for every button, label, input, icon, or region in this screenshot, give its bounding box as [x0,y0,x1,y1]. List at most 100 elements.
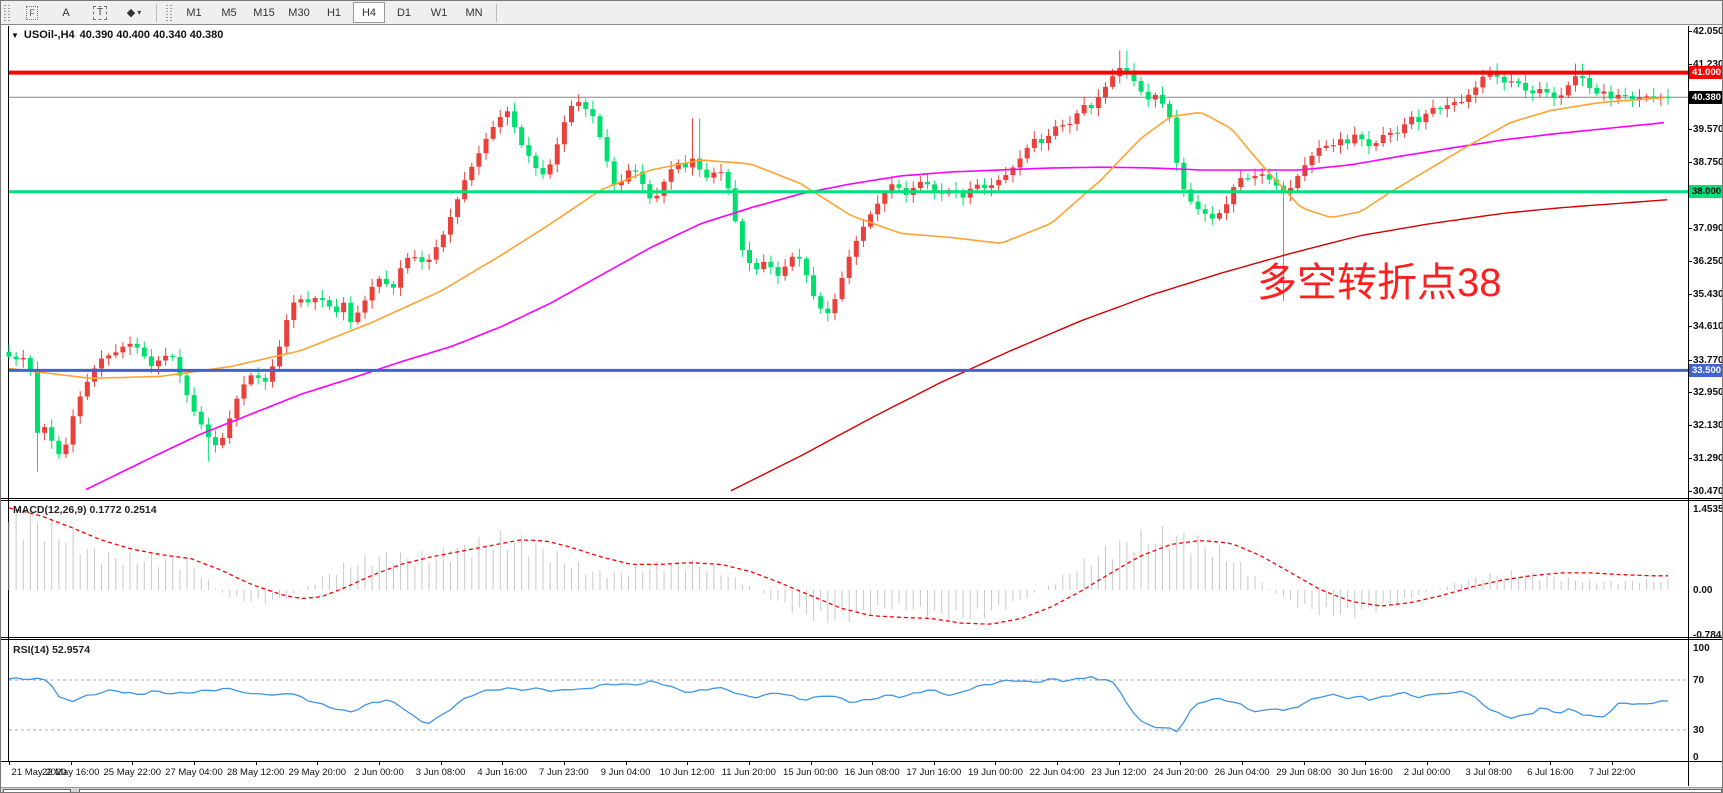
time-tick-mark [625,761,627,765]
timeframe-w1[interactable]: W1 [430,6,448,19]
price-badge: 38.000 [1689,185,1722,199]
price-tick-label: 33.770 [1693,354,1723,366]
time-tick-mark [70,761,72,765]
price-tick-mark [1688,293,1692,295]
text-label-icon[interactable]: T [84,2,116,23]
timeframe-mn[interactable]: MN [465,6,483,19]
price-tick-mark [1688,162,1692,163]
price-tick-mark [1688,227,1692,229]
macd-indicator-label: MACD(12,26,9) 0.1772 0.2514 [13,504,157,516]
price-tick-label: 31.290 [1693,453,1723,465]
chevron-down-icon[interactable]: ▼ [11,30,19,40]
time-axis-label: 11 Jun 20:00 [721,767,776,778]
time-tick-mark [687,761,689,765]
chart-tab-2[interactable] [79,789,1722,792]
trend-annotation[interactable]: 多空转折点38 [1257,261,1502,305]
rsi-axis-label: 30 [1693,725,1705,736]
time-tick-mark [1118,761,1120,765]
time-tick-mark [1242,761,1244,765]
time-axis-label: 7 Jul 22:00 [1588,767,1636,778]
time-tick-mark [1303,761,1305,765]
price-tick-label: 30.470 [1693,485,1723,497]
toolbar: F A T ◆ ▾ M1 M5 M15 M30 H1 H4 D1 W1 MN [1,1,1722,25]
toolbar-grip-2[interactable] [166,4,173,21]
chart-tab[interactable] [3,789,71,792]
price-badge: 41.000 [1689,66,1722,80]
time-axis-label: 25 May 22:00 [103,767,162,778]
timeframe-m5[interactable]: M5 [221,6,237,19]
time-axis-label: 2 Jun 00:00 [354,767,404,778]
time-tick-mark [9,761,10,765]
price-tick-label: 36.250 [1693,256,1723,268]
chart-title: ▼ USOil-,H4 40.390 40.400 40.340 40.380 [11,29,223,41]
time-axis-label: 16 Jun 08:00 [844,767,900,778]
chart-window-glyph: F [26,5,38,20]
time-tick-mark [748,761,750,765]
chevron-down-icon: ▾ [137,8,142,17]
price-badge: 40.380 [1689,90,1722,104]
font-glyph: A [62,6,70,19]
time-axis-label: 7 Jun 23:00 [539,767,589,778]
price-tick-mark [1688,261,1692,263]
symbol-label: USOil-,H4 [23,29,75,41]
time-tick-mark [317,761,319,765]
price-axis-border [1688,26,1689,786]
price-tick-label: 35.430 [1693,288,1723,300]
time-axis-label: 9 Jun 04:00 [600,767,651,778]
time-tick-mark [563,761,565,765]
time-axis-label: 24 Jun 20:00 [1152,767,1208,778]
time-tick-mark [440,761,442,765]
timeframe-h4[interactable]: H4 [353,2,385,23]
price-tick-label: 32.130 [1693,419,1723,431]
price-tick-mark [1688,63,1692,65]
time-tick-mark [1427,761,1429,765]
timeframe-d1[interactable]: D1 [396,6,412,19]
font-icon[interactable]: A [50,2,82,23]
time-tick-mark [933,761,935,765]
time-axis-label: 4 Jun 16:00 [477,767,528,778]
time-axis-label: 29 May 20:00 [288,767,347,778]
time-axis-label: 26 Jun 04:00 [1214,767,1270,778]
timeframe-m1[interactable]: M1 [186,6,202,19]
time-tick-mark [378,761,380,765]
plot-left-border [8,26,9,761]
macd-axis-label: 1.4535 [1693,504,1723,515]
time-axis-label: 2 Jul 00:00 [1403,767,1451,778]
time-tick-mark [132,761,134,765]
rsi-axis-label: 70 [1693,675,1705,686]
price-tick-label: 32.950 [1693,387,1723,399]
panel-divider-macd[interactable] [1,498,1722,501]
text-label-glyph: T [92,5,108,20]
price-tick-mark [1688,31,1692,32]
time-tick-mark [502,761,504,765]
rsi-axis-label: 0 [1693,752,1699,763]
price-tick-mark [1688,424,1692,426]
time-axis-label: 28 May 12:00 [226,767,285,778]
timeframe-m30[interactable]: M30 [288,6,310,19]
time-axis-line [1,761,1722,762]
price-tick-label: 39.570 [1693,124,1723,136]
draw-tools-icon[interactable]: ◆ ▾ [118,2,150,23]
chart-window-icon[interactable]: F [16,2,48,23]
time-tick-mark [995,761,997,765]
time-tick-mark [1488,761,1490,765]
toolbar-grip[interactable] [4,4,11,21]
panel-divider-rsi[interactable] [1,637,1722,640]
time-tick-mark [255,761,257,765]
price-tick-mark [1688,326,1692,328]
macd-axis-label: -0.7845 [1693,629,1722,641]
timeframe-m15[interactable]: M15 [253,6,275,19]
price-tick-label: 38.750 [1693,157,1723,168]
time-axis-label: 6 Jul 16:00 [1527,767,1574,778]
time-tick-mark [193,761,195,765]
rsi-indicator-label: RSI(14) 52.9574 [13,644,91,656]
time-tick-mark [1180,761,1182,765]
time-tick-mark [810,761,812,765]
toolbar-separator [156,3,157,22]
price-tick-mark [1688,359,1692,361]
time-axis-label: 22 Jun 04:00 [1029,767,1085,778]
timeframe-h1[interactable]: H1 [326,6,342,19]
price-tick-mark [1688,490,1692,492]
